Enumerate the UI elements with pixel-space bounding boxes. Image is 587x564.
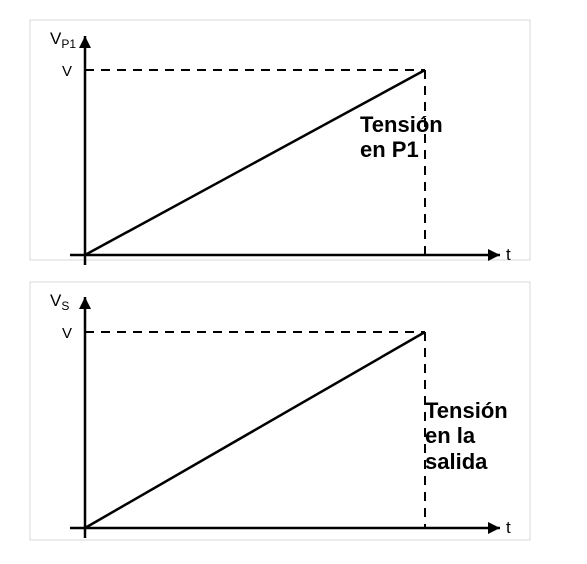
x-axis-label-bottom: t xyxy=(506,518,511,537)
y-axis-label-sub-bottom: S xyxy=(61,299,69,313)
v-tick-label-top: V xyxy=(62,63,72,80)
x-axis-label-top: t xyxy=(506,245,511,264)
annotation-bottom-line1: Tensión xyxy=(425,398,508,423)
y-axis-label-top: VP1 xyxy=(50,29,76,51)
ramp-line-bottom xyxy=(85,332,425,528)
annotation-bottom-line2: en la xyxy=(425,423,475,448)
y-axis-arrow-bottom xyxy=(79,297,91,309)
y-axis-label-main-bottom: V xyxy=(50,291,62,310)
annotation-bottom-line3: salida xyxy=(425,449,487,474)
annotation-top-line1: Tensión xyxy=(360,112,443,137)
x-axis-arrow-bottom xyxy=(488,522,500,534)
y-axis-label-sub-top: P1 xyxy=(61,37,76,51)
v-tick-label-bottom: V xyxy=(62,325,72,342)
y-axis-arrow-top xyxy=(79,36,91,48)
annotation-bottom: Tensión en la salida xyxy=(425,398,508,474)
y-axis-label-main-top: V xyxy=(50,29,62,48)
panel-border-top xyxy=(30,20,530,260)
annotation-top-line2: en P1 xyxy=(360,137,419,162)
chart-top: VP1 V t xyxy=(0,0,587,282)
x-axis-arrow-top xyxy=(488,249,500,261)
annotation-top: Tensión en P1 xyxy=(360,112,443,163)
y-axis-label-bottom: VS xyxy=(50,291,69,313)
figure-container: VP1 V t Tensión en P1 VS V t Ten xyxy=(0,0,587,564)
